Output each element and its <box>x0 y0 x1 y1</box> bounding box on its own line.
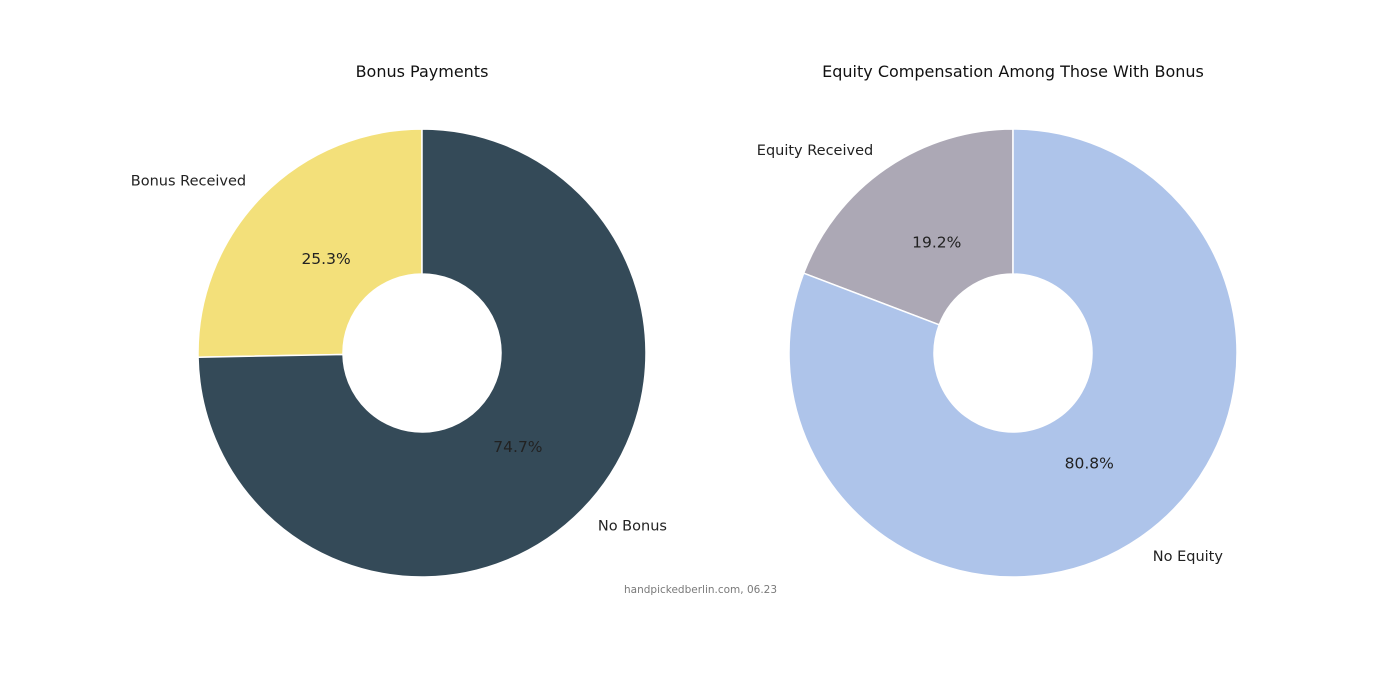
no-bonus-slice <box>197 128 647 578</box>
labels: Equity Received 19.2% No Equity 80.8% <box>757 143 1224 565</box>
no-bonus-percent-label: 74.7% <box>493 438 542 456</box>
equity-received-label: Equity Received <box>757 143 873 159</box>
chart-title: Equity Compensation Among Those With Bon… <box>822 62 1204 81</box>
equity-received-slice <box>802 128 1014 326</box>
source-note: handpickedberlin.com, 06.23 <box>624 584 778 596</box>
equity-compensation-chart: Equity Compensation Among Those With Bon… <box>757 62 1238 578</box>
bonus-received-percent-label: 25.3% <box>301 250 350 268</box>
slices <box>197 128 647 578</box>
no-equity-slice <box>788 128 1238 578</box>
labels: Bonus Received 25.3% No Bonus 74.7% <box>131 173 667 534</box>
no-bonus-label: No Bonus <box>598 519 667 535</box>
slices <box>788 128 1238 578</box>
bonus-received-label: Bonus Received <box>131 173 246 189</box>
bonus-payments-chart: Bonus Payments Bonus Received 25.3% No Bon… <box>131 62 667 578</box>
no-equity-label: No Equity <box>1153 549 1224 565</box>
bonus-received-slice <box>197 128 423 358</box>
chart-title: Bonus Payments <box>356 62 489 81</box>
no-equity-percent-label: 80.8% <box>1065 455 1114 473</box>
equity-received-percent-label: 19.2% <box>912 233 961 251</box>
